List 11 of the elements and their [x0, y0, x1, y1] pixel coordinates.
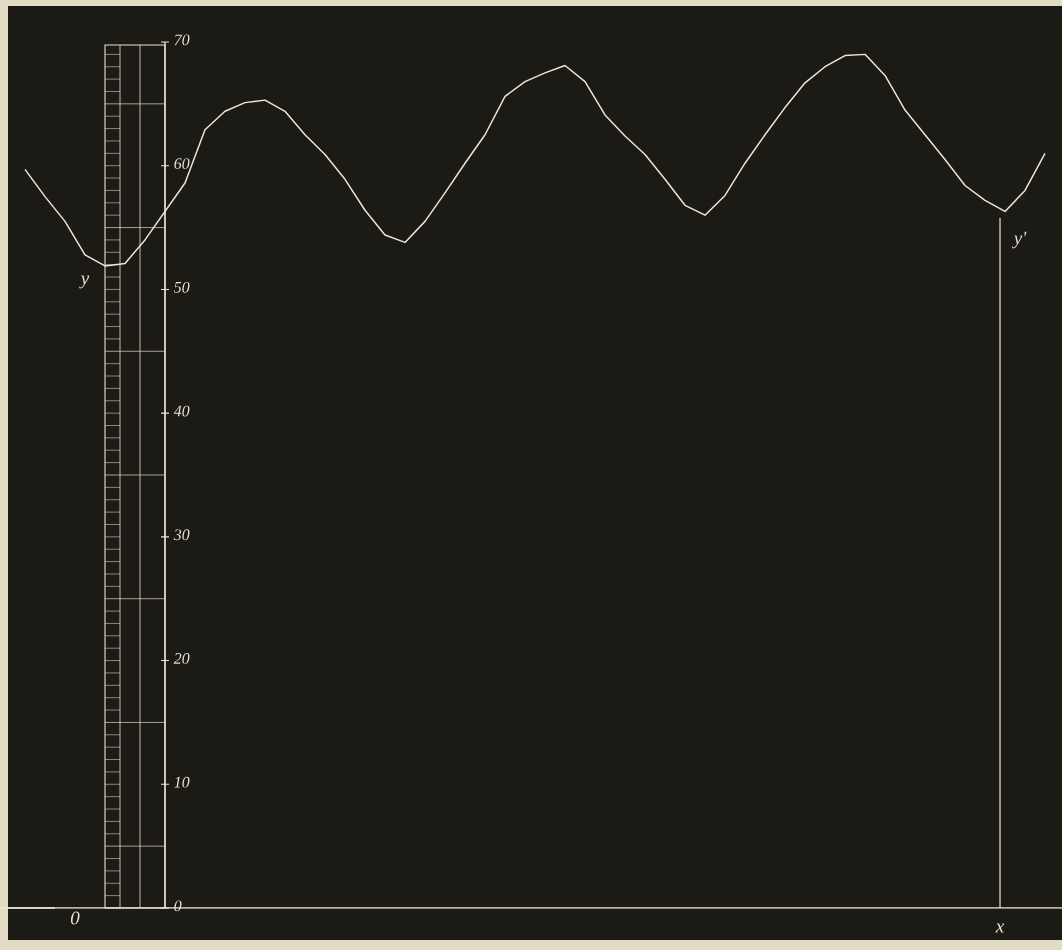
- y-tick-label: 40: [173, 405, 190, 417]
- y-tick-label: 70: [174, 34, 190, 46]
- y-tick-label: 30: [173, 529, 190, 541]
- annotation: y': [1012, 231, 1027, 249]
- text: 0: [70, 911, 80, 925]
- y-tick-label: 60: [174, 158, 190, 169]
- annotation: y: [79, 275, 90, 289]
- y-tick-label: 20: [173, 653, 190, 664]
- text: x: [995, 923, 1005, 933]
- y-tick-label: 50: [173, 281, 190, 293]
- y-tick-label: 10: [174, 776, 190, 788]
